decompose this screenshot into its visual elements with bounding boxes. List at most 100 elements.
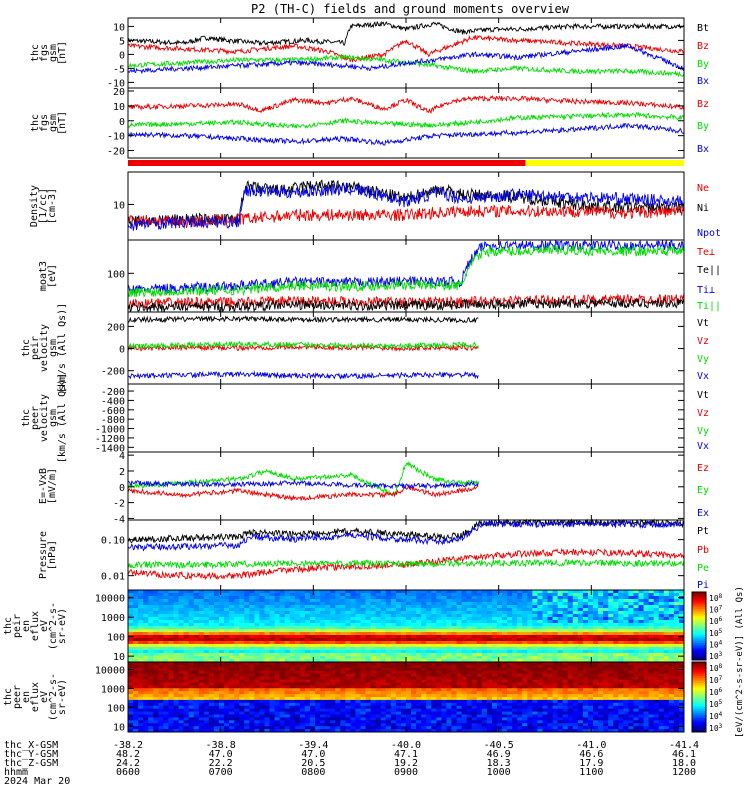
spectrogram-cell: [567, 590, 574, 594]
spectrogram-cell: [613, 714, 619, 718]
spectrogram-cell: [582, 708, 589, 712]
spectrogram-cell: [218, 673, 225, 677]
spectrogram-cell: [279, 702, 286, 707]
spectrogram-cell: [148, 717, 154, 721]
spectrogram-cell: [294, 685, 301, 689]
spectrogram-cell: [254, 650, 260, 654]
spectrogram-cell: [673, 638, 680, 642]
spectrogram-cell: [148, 620, 154, 624]
legend-Vz: Vz: [697, 336, 709, 347]
spectrogram-cell: [218, 659, 225, 663]
spectrogram-cell: [572, 679, 579, 683]
spectrogram-cell: [163, 702, 169, 707]
spectrogram-cell: [148, 664, 154, 669]
spectrogram-cell: [446, 638, 452, 642]
spectrogram-cell: [522, 623, 528, 627]
spectrogram-cell: [562, 676, 569, 680]
spectrogram-cell: [158, 697, 164, 701]
spectrogram-cell: [335, 685, 341, 689]
spectrogram-cell: [618, 685, 624, 689]
ytick-label: 100: [107, 269, 125, 280]
spectrogram-cell: [304, 711, 311, 715]
spectrogram-cell: [603, 626, 609, 630]
spectrogram-cell: [658, 667, 665, 672]
spectrogram-cell: [395, 662, 402, 666]
ylabel-line: eflux: [30, 682, 41, 712]
spectrogram-cell: [370, 647, 377, 651]
spectrogram-cell: [532, 653, 538, 657]
spectrogram-cell: [406, 596, 412, 600]
spectrogram-cell: [259, 608, 265, 612]
spectrogram-cell: [668, 679, 675, 683]
spectrogram-cell: [527, 617, 533, 621]
spectrogram-cell: [633, 697, 639, 701]
spectrogram-cell: [168, 694, 174, 698]
spectrogram-cell: [461, 685, 468, 689]
spectrogram-cell: [678, 694, 685, 698]
spectrogram-cell: [587, 620, 594, 624]
spectrogram-cell: [431, 620, 437, 624]
spectrogram-cell: [385, 717, 392, 721]
spectrogram-cell: [249, 632, 255, 636]
spectrogram-cell: [426, 667, 432, 672]
spectrogram-cell: [658, 602, 665, 606]
spectrogram-cell: [557, 614, 564, 618]
spectrogram-cell: [633, 620, 639, 624]
spectrogram-cell: [213, 638, 220, 642]
spectrogram-cell: [466, 697, 473, 701]
spectrogram-cell: [370, 626, 377, 630]
spectrogram-cell: [593, 694, 599, 698]
spectrogram-cell: [244, 632, 250, 636]
spectrogram-cell: [653, 702, 660, 707]
spectrogram-cell: [628, 714, 634, 718]
spectrogram-cell: [567, 662, 574, 666]
spectrogram-cell: [138, 590, 144, 594]
spectrogram-cell: [279, 650, 286, 654]
spectrogram-cell: [259, 702, 265, 707]
spectrogram-cell: [522, 635, 528, 639]
spectrogram-cell: [421, 632, 427, 636]
spectrogram-cell: [218, 711, 225, 715]
spectrogram-cell: [577, 685, 584, 689]
spectrogram-cell: [380, 682, 387, 686]
spectrogram-cell: [244, 711, 250, 715]
spectrogram-cell: [400, 667, 407, 672]
spectrogram-cell: [598, 711, 604, 715]
spectrogram-cell: [279, 699, 286, 704]
spectrogram-cell: [542, 641, 548, 645]
spectrogram-cell: [486, 614, 493, 618]
spectrogram-cell: [623, 670, 629, 675]
spectrogram-cell: [294, 647, 301, 651]
spectrogram-cell: [441, 629, 447, 633]
spectrogram-cell: [582, 620, 589, 624]
spectrogram-cell: [163, 694, 169, 698]
spectrogram-cell: [244, 714, 250, 718]
spectrogram-cell: [234, 667, 240, 672]
spectrogram-cell: [517, 682, 523, 686]
spectrogram-cell: [183, 691, 190, 695]
spectrogram-cell: [623, 623, 629, 627]
spectrogram-cell: [446, 688, 452, 692]
spectrogram-cell: [421, 614, 427, 618]
spectrogram-cell: [658, 647, 665, 651]
spectrogram-cell: [593, 608, 599, 612]
spectrogram-cell: [562, 620, 569, 624]
spectrogram-cell: [618, 632, 624, 636]
spectrogram-cell: [608, 596, 614, 600]
spectrogram-cell: [512, 714, 518, 718]
spectrogram-cell: [628, 599, 634, 603]
spectrogram-cell: [456, 644, 462, 648]
spectrogram-cell: [345, 676, 351, 680]
spectrogram-cell: [613, 599, 619, 603]
spectrogram-cell: [416, 659, 422, 663]
spectrogram-cell: [411, 641, 417, 645]
spectrogram-cell: [269, 717, 275, 721]
spectrogram-cell: [638, 617, 644, 621]
spectrogram-cell: [198, 714, 205, 718]
spectrogram-cell: [507, 599, 513, 603]
spectrogram-cell: [355, 596, 361, 600]
spectrogram-cell: [198, 662, 205, 666]
spectrogram-cell: [153, 714, 159, 718]
spectrogram-cell: [289, 694, 296, 698]
spectrogram-cell: [552, 691, 559, 695]
